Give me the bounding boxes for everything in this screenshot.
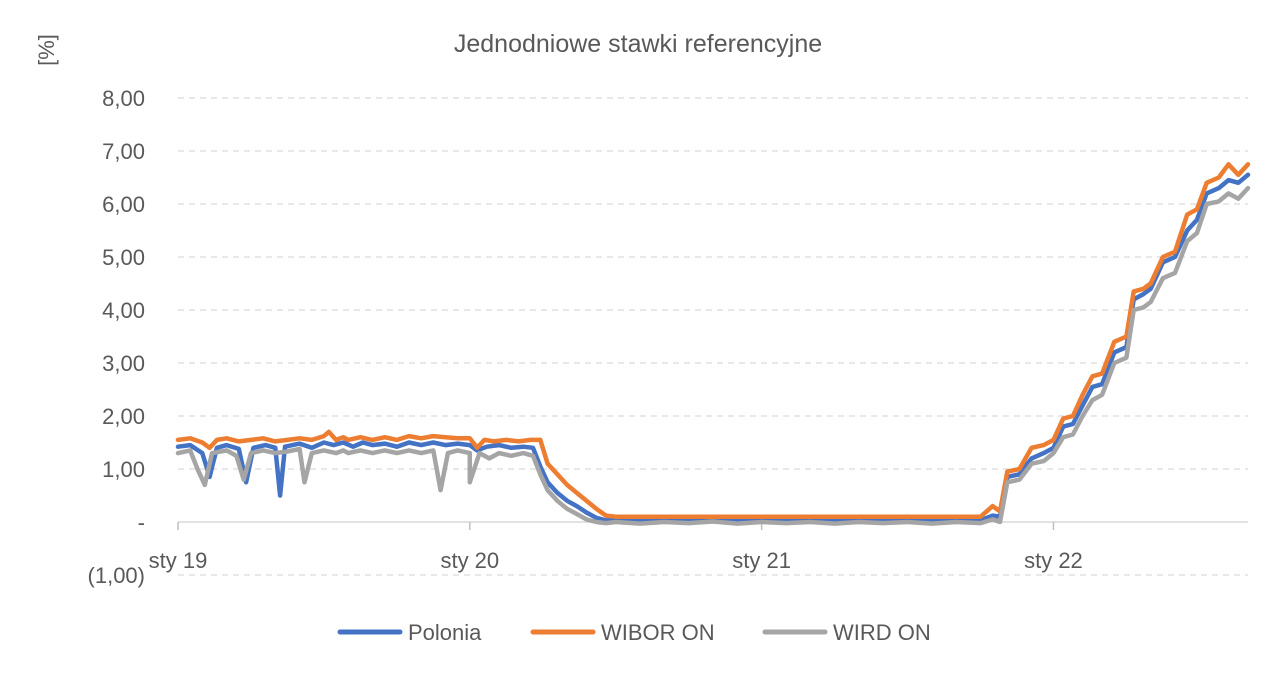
- series-line-wibor-on: [175, 162, 1251, 519]
- legend: Polonia WIBOR ON WIRD ON: [337, 620, 931, 645]
- grid-lines: [178, 97, 1248, 576]
- series-lines: [175, 162, 1251, 526]
- y-axis-label: [%]: [34, 34, 59, 66]
- y-tick-label: 3,00: [102, 351, 145, 376]
- y-tick-label: 6,00: [102, 192, 145, 217]
- chart-title: Jednodniowe stawki referencyjne: [454, 30, 822, 58]
- y-tick-label: 5,00: [102, 245, 145, 270]
- y-tick-label: 7,00: [102, 139, 145, 164]
- legend-label: WIBOR ON: [601, 620, 715, 645]
- series-line-polonia: [175, 172, 1251, 524]
- x-tick-label: sty 20: [440, 548, 499, 573]
- legend-label: WIRD ON: [833, 620, 931, 645]
- y-tick-label: 1,00: [102, 457, 145, 482]
- legend-label: Polonia: [408, 620, 482, 645]
- x-tick-labels: sty 19 sty 20 sty 21 sty 22: [149, 548, 1083, 573]
- y-tick-labels: 8,00 7,00 6,00 5,00 4,00 3,00 2,00 1,00 - (1,00): [88, 86, 145, 588]
- y-tick-label: (1,00): [88, 563, 145, 588]
- series-line-wird-on: [175, 185, 1251, 526]
- y-tick-label: 8,00: [102, 86, 145, 111]
- x-tick-label: sty 21: [732, 548, 791, 573]
- y-tick-label: 4,00: [102, 298, 145, 323]
- x-tick-label: sty 19: [149, 548, 208, 573]
- y-tick-label: 2,00: [102, 404, 145, 429]
- y-tick-label: -: [138, 510, 145, 535]
- x-tick-label: sty 22: [1024, 548, 1083, 573]
